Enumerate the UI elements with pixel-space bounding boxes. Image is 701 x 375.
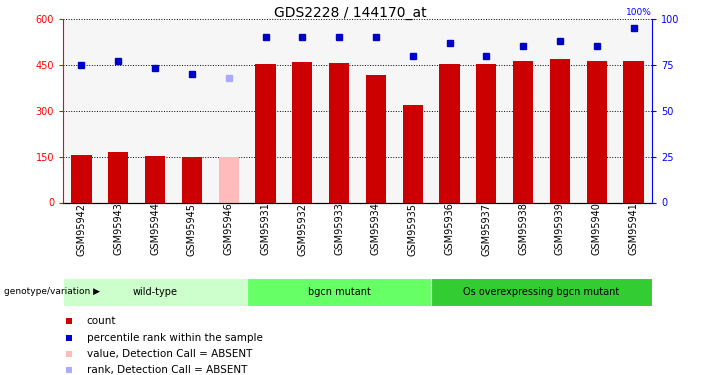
Text: percentile rank within the sample: percentile rank within the sample <box>87 333 262 343</box>
Bar <box>440 64 460 202</box>
Text: wild-type: wild-type <box>132 286 177 297</box>
Bar <box>137 19 174 203</box>
Bar <box>210 19 247 203</box>
Text: GSM95935: GSM95935 <box>408 202 418 255</box>
Text: GSM95940: GSM95940 <box>592 202 601 255</box>
Text: GSM95944: GSM95944 <box>150 202 160 255</box>
Bar <box>174 19 210 203</box>
Bar <box>329 63 349 202</box>
Bar <box>255 64 275 202</box>
Bar <box>63 278 247 306</box>
Bar <box>402 105 423 202</box>
Text: GSM95936: GSM95936 <box>444 202 454 255</box>
Text: GSM95945: GSM95945 <box>187 202 197 255</box>
Bar <box>578 19 615 203</box>
Bar <box>72 155 92 203</box>
Bar <box>358 19 394 203</box>
Bar <box>394 19 431 203</box>
Bar <box>505 19 542 203</box>
Bar <box>320 19 358 203</box>
Bar <box>284 19 321 203</box>
Text: GSM95941: GSM95941 <box>629 202 639 255</box>
Text: 100%: 100% <box>626 8 652 17</box>
Bar <box>219 157 239 203</box>
Bar <box>182 157 202 203</box>
Text: GSM95933: GSM95933 <box>334 202 344 255</box>
Text: GSM95934: GSM95934 <box>371 202 381 255</box>
Bar <box>145 156 165 203</box>
Text: rank, Detection Call = ABSENT: rank, Detection Call = ABSENT <box>87 365 247 375</box>
Text: GSM95931: GSM95931 <box>261 202 271 255</box>
Bar <box>431 278 652 306</box>
Bar <box>247 278 431 306</box>
Text: count: count <box>87 316 116 326</box>
Bar <box>100 19 137 203</box>
Bar <box>542 19 578 203</box>
Bar <box>431 19 468 203</box>
Text: GDS2228 / 144170_at: GDS2228 / 144170_at <box>274 6 427 20</box>
Text: value, Detection Call = ABSENT: value, Detection Call = ABSENT <box>87 349 252 359</box>
Text: GSM95938: GSM95938 <box>518 202 528 255</box>
Text: GSM95932: GSM95932 <box>297 202 307 255</box>
Text: GSM95946: GSM95946 <box>224 202 233 255</box>
Text: GSM95942: GSM95942 <box>76 202 86 255</box>
Bar <box>247 19 284 203</box>
Bar <box>550 59 570 202</box>
Text: GSM95939: GSM95939 <box>555 202 565 255</box>
Text: bgcn mutant: bgcn mutant <box>308 286 371 297</box>
Bar <box>476 64 496 202</box>
Bar <box>513 61 533 202</box>
Bar <box>587 61 607 202</box>
Bar <box>63 19 100 203</box>
Bar <box>615 19 652 203</box>
Bar <box>292 62 313 202</box>
Bar <box>623 61 644 202</box>
Bar <box>468 19 505 203</box>
Bar <box>366 75 386 202</box>
Text: Os overexpressing bgcn mutant: Os overexpressing bgcn mutant <box>463 286 620 297</box>
Text: GSM95943: GSM95943 <box>114 202 123 255</box>
Text: GSM95937: GSM95937 <box>482 202 491 255</box>
Text: genotype/variation ▶: genotype/variation ▶ <box>4 287 100 296</box>
Bar <box>108 152 128 202</box>
